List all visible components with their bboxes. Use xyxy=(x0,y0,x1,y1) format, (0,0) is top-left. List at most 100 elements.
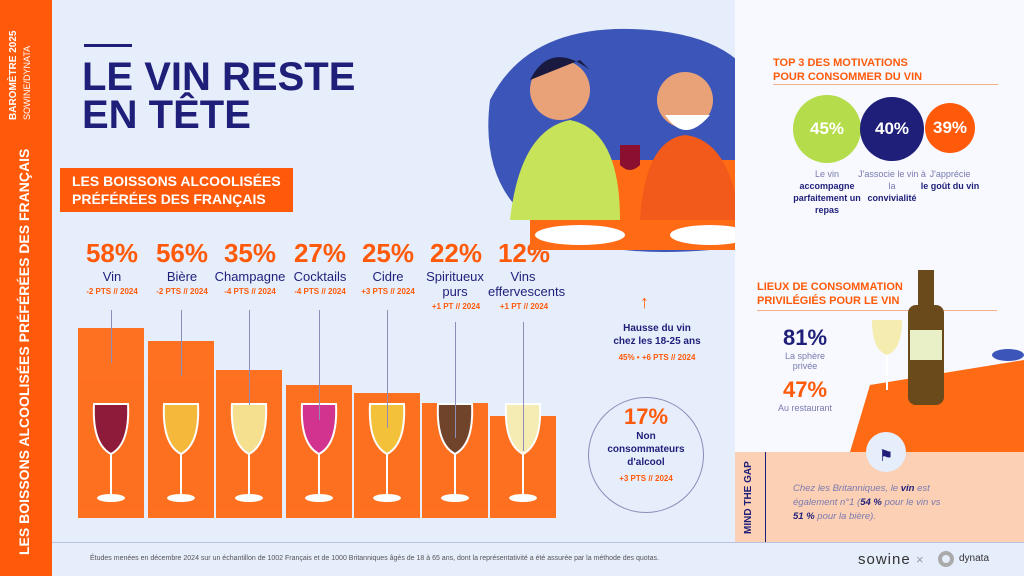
drink-pct: 58% xyxy=(85,238,139,268)
page-title: LE VIN RESTE EN TÊTE xyxy=(82,55,356,137)
lieux-stats: 81% La sphère privée 47% Au restaurant xyxy=(765,325,845,413)
young-line: Hausse du vin xyxy=(623,323,691,334)
t: pour la bière). xyxy=(814,511,876,522)
non-delta: +3 PTS // 2024 xyxy=(619,474,673,483)
caption-bold: accompagne parfaitement un repas xyxy=(793,181,861,215)
side-title: LES BOISSONS ALCOOLISÉES PRÉFÉRÉES DES F… xyxy=(16,148,32,555)
footer: Études menées en décembre 2024 sur un éc… xyxy=(52,542,1024,576)
motivation-circle: 45% xyxy=(793,95,861,163)
drink-label: Vin xyxy=(102,269,122,284)
drink-delta: -4 PTS // 2024 xyxy=(294,287,346,296)
young-line: chez les 18-25 ans xyxy=(613,336,701,347)
non-drinkers-circle: 17% Non consommateurs d'alcool +3 PTS //… xyxy=(588,397,704,513)
non-line: consommateurs xyxy=(607,444,685,455)
drink-stat: 58% Vin -2 PTS // 2024 xyxy=(76,238,148,296)
heading-line: LIEUX DE CONSOMMATION xyxy=(757,281,903,293)
footer-note: Études menées en décembre 2024 sur un éc… xyxy=(90,555,659,562)
section-subtitle: LES BOISSONS ALCOOLISÉES PRÉFÉRÉES DES FR… xyxy=(60,168,293,212)
t: 51 % xyxy=(793,511,815,522)
drink-delta: +3 PTS // 2024 xyxy=(361,287,415,296)
glass-icon xyxy=(230,403,268,502)
drink-delta: -2 PTS // 2024 xyxy=(86,287,138,296)
caption-bold: le goût du vin xyxy=(920,181,980,191)
lieux-restaurant-pct: 47% xyxy=(782,377,828,402)
flags-icon: ⚑ xyxy=(866,432,906,472)
barometre-label: BAROMÈTRE 2025 xyxy=(8,31,19,120)
drink-stat: 22% Spiritueux purs +1 PT // 2024 xyxy=(420,238,492,311)
motivation-caption: Le vin accompagne parfaitement un repas xyxy=(793,168,861,216)
motivations-heading: TOP 3 DES MOTIVATIONS POUR CONSOMMER DU V… xyxy=(773,56,922,84)
title-rule xyxy=(84,44,132,47)
motivation-pct: 45% xyxy=(809,119,845,138)
motivation-pct: 39% xyxy=(932,118,968,137)
wine-bottle-illustration xyxy=(850,270,1024,452)
divider xyxy=(773,84,998,85)
lieux-private-label: La sphère privée xyxy=(784,351,826,371)
motivation-caption: J'associe le vin à la convivialité xyxy=(858,168,926,204)
drink-label: Cidre xyxy=(372,269,404,284)
caption-bold: convivialité xyxy=(867,193,917,203)
drink-delta: -4 PTS // 2024 xyxy=(224,287,276,296)
drink-pct: 56% xyxy=(155,238,209,268)
title-line: EN TÊTE xyxy=(82,93,251,137)
subtitle-line: PRÉFÉRÉES DES FRANÇAIS xyxy=(72,191,266,207)
drink-pct: 25% xyxy=(361,238,415,268)
drink-pct: 35% xyxy=(223,238,277,268)
caption-text: J'associe le vin à la xyxy=(858,169,926,191)
lieux-heading: LIEUX DE CONSOMMATION PRIVILÉGIÉS POUR LE… xyxy=(757,280,903,308)
drink-delta: -2 PTS // 2024 xyxy=(156,287,208,296)
glass-icon xyxy=(162,403,200,502)
divider xyxy=(757,310,997,311)
t: pour le vin vs xyxy=(881,497,941,508)
drink-stat: 25% Cidre +3 PTS // 2024 xyxy=(352,238,424,296)
young-delta: 45% • +6 PTS // 2024 xyxy=(618,353,696,362)
connector-line xyxy=(181,310,182,376)
mind-tag: MIND THE GAP xyxy=(743,461,754,534)
t: 54 % xyxy=(860,497,882,508)
mind-text: Chez les Britanniques, le vin est égalem… xyxy=(793,482,953,524)
drink-label: Bière xyxy=(166,269,198,284)
glass-icon xyxy=(92,403,130,502)
illustration-friends xyxy=(488,28,772,252)
t: Chez les Britanniques, le xyxy=(793,483,901,494)
non-line: d'alcool xyxy=(627,457,665,468)
connector-line xyxy=(111,310,112,363)
drink-pct: 27% xyxy=(293,238,347,268)
caption-text: Le vin xyxy=(814,169,840,179)
motivation-caption: J'apprécie le goût du vin xyxy=(916,168,984,192)
dynata-icon xyxy=(938,551,954,567)
drink-label: Cocktails xyxy=(293,269,347,284)
subtitle-line: LES BOISSONS ALCOOLISÉES xyxy=(72,173,281,189)
barometre-year: BAROMÈTRE 2025 xyxy=(8,30,19,120)
non-line: Non xyxy=(636,431,656,442)
title-line: LE VIN RESTE xyxy=(82,55,356,99)
lieux-restaurant-label: Au restaurant xyxy=(777,403,833,413)
times-separator: × xyxy=(916,552,924,567)
drink-stat: 56% Bière -2 PTS // 2024 xyxy=(146,238,218,296)
drink-bar xyxy=(148,341,214,518)
drink-label: Vins effervescents xyxy=(488,269,566,299)
drink-delta: +1 PT // 2024 xyxy=(499,302,549,311)
drink-pct: 22% xyxy=(429,238,483,268)
drink-stat: 27% Cocktails -4 PTS // 2024 xyxy=(284,238,356,296)
connector-line xyxy=(523,322,524,451)
motivation-circle: 39% xyxy=(925,103,975,153)
heading-line: PRIVILÉGIÉS POUR LE VIN xyxy=(757,295,900,307)
t: est également n°1 ( xyxy=(793,483,930,508)
caption-text: J'apprécie xyxy=(929,169,971,179)
connector-line xyxy=(249,310,250,405)
motivation-pct: 40% xyxy=(874,119,910,138)
drink-delta: +1 PT // 2024 xyxy=(431,302,481,311)
partners-label: SOWINE/DYNATA xyxy=(22,45,32,120)
side-strip: BAROMÈTRE 2025 SOWINE/DYNATA LES BOISSON… xyxy=(0,0,52,576)
drink-label: Spiritueux purs xyxy=(426,269,484,299)
motivation-circle: 40% xyxy=(860,97,924,161)
arrow-up-icon: ↑ xyxy=(640,292,649,312)
connector-line xyxy=(455,322,456,438)
non-pct: 17% xyxy=(623,404,669,429)
t: vin xyxy=(900,483,915,494)
connector-line xyxy=(319,310,320,420)
mind-the-gap: MIND THE GAP ⚑ Chez les Britanniques, le… xyxy=(735,432,1024,542)
sowine-logo: sowine xyxy=(858,551,911,568)
divider xyxy=(765,452,766,542)
